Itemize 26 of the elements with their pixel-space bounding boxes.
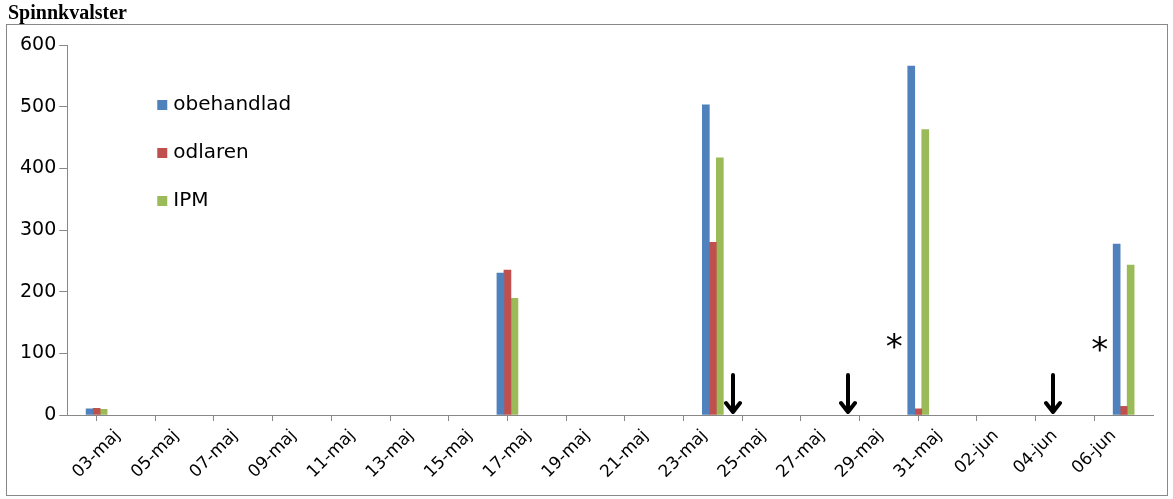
legend-label: odlaren [173, 139, 249, 164]
y-tick-label: 100 [20, 340, 57, 363]
bar [716, 157, 724, 415]
legend-label: IPM [173, 187, 209, 212]
bar [709, 242, 717, 415]
chart-title: Spinnkvalster [7, 0, 128, 24]
bar [503, 269, 512, 415]
bar [702, 104, 710, 415]
legend-label: obehandlad [173, 91, 292, 116]
y-tick-label: 300 [20, 216, 57, 239]
y-tick-label: 500 [20, 93, 57, 116]
bar [99, 409, 108, 415]
y-tick-label: 0 [44, 401, 57, 424]
bar [1126, 264, 1135, 415]
bar [496, 272, 505, 415]
annotation: * [885, 325, 903, 366]
bar [1112, 243, 1121, 415]
annotation: * [1091, 328, 1109, 369]
bar [921, 129, 930, 415]
bar [92, 407, 101, 415]
bar [510, 298, 519, 415]
y-tick-label: 600 [20, 31, 57, 54]
bar [1119, 406, 1128, 415]
y-tick-label: 400 [20, 155, 57, 178]
y-tick-label: 200 [20, 278, 57, 301]
bar [907, 65, 916, 415]
